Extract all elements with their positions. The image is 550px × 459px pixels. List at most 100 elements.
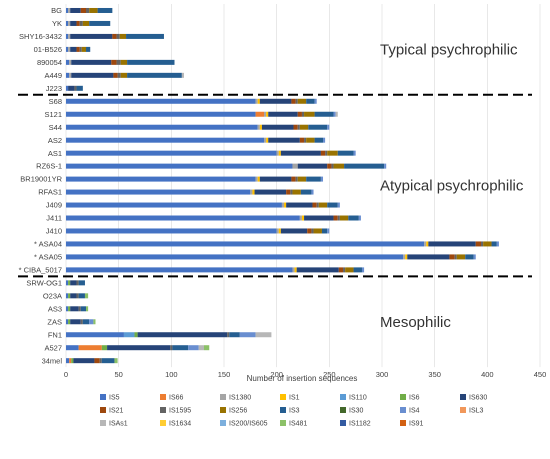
x-tick-label: 350 — [428, 370, 441, 379]
bar-segment — [301, 111, 305, 117]
bar-segment — [475, 241, 482, 247]
bar-segment — [66, 345, 79, 351]
category-label: J411 — [46, 214, 62, 223]
bar-segment — [66, 267, 293, 273]
category-label: ZAS — [47, 317, 62, 326]
bar-segment — [259, 124, 262, 130]
bar-segment — [66, 189, 251, 195]
bar-segment — [116, 59, 121, 65]
bar-segment — [312, 202, 317, 208]
legend-label: IS21 — [109, 408, 124, 415]
bar-segment — [299, 124, 309, 130]
bar-segment — [333, 111, 336, 117]
legend-swatch — [400, 407, 406, 413]
bar-segment — [426, 241, 429, 247]
bar-segment — [276, 150, 279, 156]
bar-segment — [79, 46, 82, 52]
bar-segment — [94, 358, 100, 364]
bar-segment — [304, 111, 315, 117]
bar-segment — [68, 306, 71, 312]
bar-segment — [266, 137, 269, 143]
x-axis-title: Number of insertion sequences — [247, 374, 358, 383]
bar-segment — [66, 202, 282, 208]
bar-segment — [66, 306, 69, 312]
bar-segment — [198, 345, 204, 351]
bar-segment — [320, 150, 326, 156]
x-tick-label: 250 — [323, 370, 336, 379]
legend-swatch — [280, 407, 286, 413]
category-label: AS3 — [48, 304, 62, 313]
category-label: * ASA05 — [34, 253, 62, 262]
bar-segment — [250, 189, 253, 195]
x-tick-label: 150 — [218, 370, 231, 379]
legend-label: IS1182 — [349, 421, 371, 428]
bar-segment — [66, 332, 124, 338]
bar-segment — [314, 137, 324, 143]
bar-segment — [78, 293, 85, 299]
legend-swatch — [400, 420, 406, 426]
bar-segment — [264, 111, 267, 117]
bar-segment — [325, 150, 328, 156]
bar-segment — [424, 241, 427, 247]
bar-segment — [297, 111, 302, 117]
category-label: AS1 — [48, 149, 62, 158]
bar-segment — [473, 254, 476, 260]
bar-segment — [73, 358, 95, 364]
bar-segment — [80, 319, 83, 325]
bar-segment — [71, 358, 74, 364]
bar-segment — [292, 267, 295, 273]
legend-label: IS66 — [169, 395, 184, 402]
bar-segment — [89, 7, 98, 13]
bar-segment — [188, 345, 199, 351]
bar-segment — [491, 241, 497, 247]
bar-segment — [299, 137, 305, 143]
bar-segment — [454, 254, 457, 260]
bar-segment — [384, 163, 387, 169]
bar-segment — [259, 176, 292, 182]
bar-segment — [257, 98, 260, 104]
bar-segment — [405, 254, 408, 260]
bar-segment — [284, 202, 287, 208]
bar-segment — [70, 20, 77, 26]
bar-segment — [66, 59, 70, 65]
legend-swatch — [460, 394, 466, 400]
category-label: S44 — [49, 123, 62, 132]
bar-segment — [316, 202, 319, 208]
legend-label: IS91 — [409, 421, 424, 428]
bar-segment — [66, 254, 404, 260]
bar-segment — [331, 163, 334, 169]
bar-segment — [306, 137, 315, 143]
bar-segment — [66, 124, 258, 130]
bar-segment — [255, 332, 272, 338]
bar-segment — [345, 267, 354, 273]
bar-segment — [337, 150, 354, 156]
bar-segment — [333, 215, 338, 221]
bar-segment — [66, 358, 70, 364]
x-tick-label: 450 — [534, 370, 547, 379]
bar-segment — [335, 111, 338, 117]
legend-swatch — [220, 394, 226, 400]
legend-label: IS256 — [229, 408, 247, 415]
legend-label: IS630 — [469, 395, 487, 402]
category-label: 890054 — [37, 58, 62, 67]
bar-segment — [76, 280, 79, 286]
bar-segment — [257, 176, 260, 182]
category-label: RFAS1 — [38, 188, 62, 197]
bar-segment — [306, 98, 315, 104]
bar-segment — [76, 85, 83, 91]
bar-segment — [268, 137, 300, 143]
bar-segment — [89, 20, 111, 26]
legend-swatch — [400, 394, 406, 400]
bar-segment — [252, 189, 255, 195]
bar-segment — [300, 189, 312, 195]
bar-segment — [327, 150, 338, 156]
bar-segment — [66, 319, 69, 325]
bar-segment — [255, 176, 258, 182]
bar-segment — [286, 202, 313, 208]
bar-segment — [137, 332, 228, 338]
category-labels: BG YK SHY16-3432 01-B526 890054 A449 J223 S68 S1… — [19, 6, 63, 365]
bar-segment — [449, 254, 455, 260]
bar-segment — [70, 7, 81, 13]
bar-segment — [353, 150, 356, 156]
bar-segment — [465, 254, 474, 260]
